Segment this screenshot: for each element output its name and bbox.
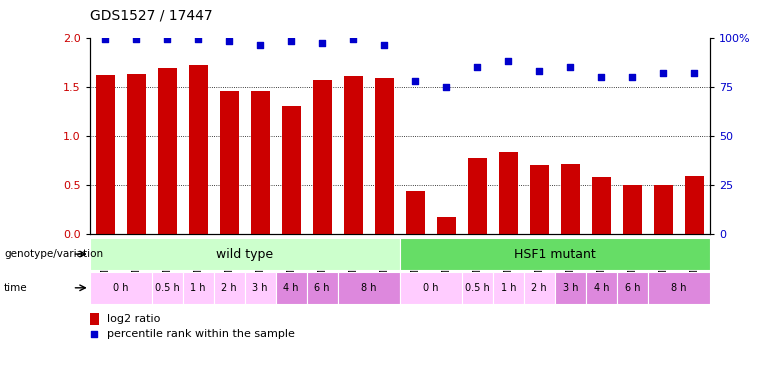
Bar xyxy=(648,272,710,304)
Text: wild type: wild type xyxy=(216,248,273,261)
Text: 8 h: 8 h xyxy=(671,283,686,293)
Point xyxy=(626,74,639,80)
Bar xyxy=(437,217,456,234)
Text: percentile rank within the sample: percentile rank within the sample xyxy=(108,329,296,339)
Text: 0 h: 0 h xyxy=(113,283,129,293)
Bar xyxy=(282,106,300,234)
Bar xyxy=(245,272,276,304)
Bar xyxy=(189,65,207,234)
Bar xyxy=(127,74,146,234)
Bar xyxy=(499,152,518,234)
Bar xyxy=(623,185,642,234)
Text: 1 h: 1 h xyxy=(190,283,206,293)
Point xyxy=(99,36,112,42)
Bar xyxy=(276,272,307,304)
Bar xyxy=(586,272,617,304)
Point xyxy=(130,36,143,42)
Text: genotype/variation: genotype/variation xyxy=(4,249,103,259)
Bar xyxy=(375,78,394,234)
Bar xyxy=(96,75,115,234)
Bar xyxy=(214,272,245,304)
Point xyxy=(223,39,236,45)
Bar xyxy=(338,272,399,304)
Text: 2 h: 2 h xyxy=(531,283,547,293)
Point xyxy=(564,64,576,70)
Point xyxy=(533,68,545,74)
Text: 1 h: 1 h xyxy=(501,283,516,293)
Bar xyxy=(90,238,399,270)
Point xyxy=(316,40,328,46)
Bar xyxy=(555,272,586,304)
Bar xyxy=(251,91,270,234)
Bar xyxy=(183,272,214,304)
Point xyxy=(409,78,421,84)
Bar xyxy=(406,191,424,234)
Text: time: time xyxy=(4,283,27,293)
Bar xyxy=(90,313,99,325)
Point xyxy=(192,36,204,42)
Point xyxy=(688,70,700,76)
Point xyxy=(595,74,608,80)
Bar xyxy=(220,91,239,234)
Bar xyxy=(313,80,332,234)
Text: 3 h: 3 h xyxy=(253,283,268,293)
Point xyxy=(502,58,515,64)
Text: log2 ratio: log2 ratio xyxy=(108,315,161,324)
Bar xyxy=(530,165,548,234)
Text: GDS1527 / 17447: GDS1527 / 17447 xyxy=(90,9,212,22)
Point xyxy=(440,84,452,90)
Point xyxy=(161,36,173,42)
Text: HSF1 mutant: HSF1 mutant xyxy=(514,248,596,261)
Text: 6 h: 6 h xyxy=(625,283,640,293)
Bar xyxy=(344,76,363,234)
Bar xyxy=(524,272,555,304)
Bar xyxy=(307,272,338,304)
Text: 0.5 h: 0.5 h xyxy=(465,283,490,293)
Bar xyxy=(685,176,704,234)
Point xyxy=(347,36,360,42)
Bar xyxy=(462,272,493,304)
Point xyxy=(378,42,391,48)
Point xyxy=(254,42,267,48)
Text: 6 h: 6 h xyxy=(314,283,330,293)
Text: 3 h: 3 h xyxy=(562,283,578,293)
Bar xyxy=(468,158,487,234)
Point xyxy=(657,70,669,76)
Bar xyxy=(90,272,151,304)
Text: 0 h: 0 h xyxy=(423,283,438,293)
Bar xyxy=(592,177,611,234)
Bar xyxy=(399,238,710,270)
Text: 2 h: 2 h xyxy=(222,283,237,293)
Text: 4 h: 4 h xyxy=(283,283,299,293)
Text: 4 h: 4 h xyxy=(594,283,609,293)
Point xyxy=(471,64,484,70)
Bar xyxy=(151,272,183,304)
Bar xyxy=(158,68,176,234)
Bar xyxy=(493,272,524,304)
Bar xyxy=(654,185,672,234)
Text: 8 h: 8 h xyxy=(361,283,377,293)
Bar xyxy=(399,272,462,304)
Point xyxy=(88,331,101,337)
Bar xyxy=(617,272,648,304)
Text: 0.5 h: 0.5 h xyxy=(155,283,179,293)
Point xyxy=(285,39,297,45)
Bar xyxy=(561,164,580,234)
